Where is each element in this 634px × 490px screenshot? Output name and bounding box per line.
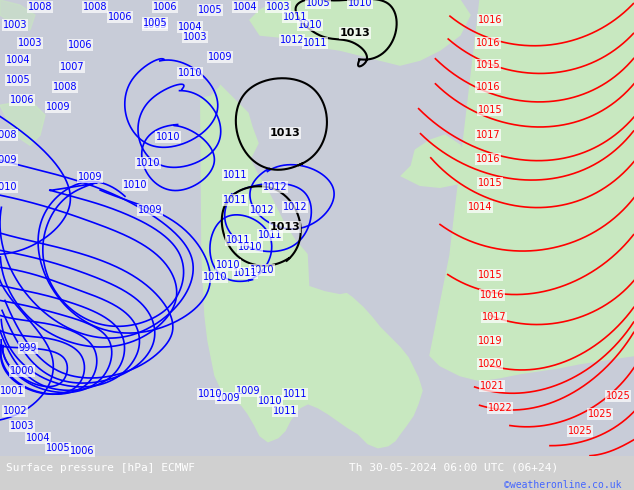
Text: 1011: 1011	[273, 406, 297, 416]
Text: 1000: 1000	[10, 366, 34, 375]
Text: 1008: 1008	[28, 2, 52, 12]
Text: 1010: 1010	[136, 158, 160, 168]
Text: 1016: 1016	[476, 154, 500, 164]
Text: 1025: 1025	[588, 409, 612, 418]
Text: 1025: 1025	[567, 426, 592, 436]
Text: 1010: 1010	[156, 132, 180, 142]
Text: 1011: 1011	[258, 230, 282, 241]
Text: 1002: 1002	[3, 406, 27, 416]
Text: ©weatheronline.co.uk: ©weatheronline.co.uk	[504, 480, 621, 490]
Text: 1010: 1010	[258, 395, 282, 406]
Text: 1003: 1003	[183, 32, 207, 42]
Text: 1011: 1011	[223, 170, 247, 180]
Text: 1009: 1009	[138, 205, 162, 215]
Text: 1012: 1012	[283, 202, 307, 212]
Text: 1017: 1017	[476, 130, 500, 140]
Text: 1009: 1009	[208, 52, 232, 62]
Polygon shape	[208, 95, 228, 140]
Text: 1016: 1016	[480, 291, 504, 300]
Text: 1010: 1010	[203, 272, 227, 282]
Text: 1025: 1025	[605, 391, 630, 401]
Text: 1014: 1014	[468, 202, 492, 212]
Text: 1005: 1005	[143, 18, 167, 28]
Text: 1015: 1015	[477, 270, 502, 280]
Text: 1020: 1020	[477, 359, 502, 368]
Text: 1017: 1017	[482, 313, 507, 322]
Text: 1005: 1005	[198, 5, 223, 15]
Text: 1016: 1016	[476, 82, 500, 92]
Text: 1004: 1004	[6, 55, 30, 65]
Text: 1011: 1011	[283, 389, 307, 398]
Text: 1008: 1008	[0, 130, 17, 140]
Polygon shape	[250, 0, 470, 65]
Text: 1021: 1021	[480, 381, 504, 391]
Text: 1011: 1011	[226, 235, 250, 245]
Text: 1009: 1009	[216, 392, 240, 403]
Text: 1011: 1011	[223, 196, 247, 205]
Polygon shape	[430, 0, 634, 381]
Text: 1004: 1004	[233, 2, 257, 12]
Text: 1011: 1011	[283, 12, 307, 22]
Text: 1008: 1008	[53, 82, 77, 92]
Text: 1006: 1006	[10, 95, 34, 105]
Text: 1022: 1022	[488, 403, 512, 413]
Text: 1011: 1011	[233, 269, 257, 278]
Text: 1015: 1015	[477, 178, 502, 188]
Text: 1012: 1012	[250, 205, 275, 215]
Text: 1010: 1010	[123, 180, 147, 190]
Text: 1003: 1003	[18, 38, 42, 48]
Text: 1004: 1004	[26, 433, 50, 442]
Text: 1013: 1013	[269, 128, 301, 138]
Text: 1003: 1003	[266, 2, 290, 12]
Text: 1005: 1005	[46, 442, 70, 453]
Text: 1010: 1010	[0, 182, 17, 192]
Text: 1006: 1006	[153, 2, 178, 12]
Text: 1010: 1010	[178, 68, 202, 78]
Text: 1009: 1009	[78, 172, 102, 182]
Text: 1009: 1009	[0, 155, 17, 165]
Text: 1013: 1013	[269, 222, 301, 232]
Text: 1010: 1010	[250, 266, 275, 275]
Text: 1019: 1019	[478, 336, 502, 345]
Text: 1006: 1006	[70, 446, 94, 456]
Text: 1003: 1003	[10, 420, 34, 431]
Polygon shape	[200, 0, 422, 448]
Text: 1016: 1016	[476, 38, 500, 48]
Text: 1007: 1007	[60, 62, 84, 72]
Text: 1016: 1016	[478, 15, 502, 25]
Polygon shape	[175, 0, 230, 97]
Text: Surface pressure [hPa] ECMWF: Surface pressure [hPa] ECMWF	[6, 463, 195, 473]
Text: 1012: 1012	[262, 182, 287, 192]
Text: 1012: 1012	[280, 35, 304, 45]
Text: 1009: 1009	[46, 102, 70, 112]
Text: 1010: 1010	[348, 0, 372, 8]
Text: 1008: 1008	[83, 2, 107, 12]
Text: 1004: 1004	[178, 22, 202, 32]
Text: 1003: 1003	[143, 20, 167, 30]
Text: 1006: 1006	[108, 12, 133, 22]
Text: 1001: 1001	[0, 386, 24, 395]
Text: 1015: 1015	[477, 105, 502, 115]
Text: 1005: 1005	[306, 0, 330, 8]
Polygon shape	[0, 0, 35, 30]
Polygon shape	[400, 135, 470, 187]
Text: 1011: 1011	[303, 38, 327, 48]
Text: 1005: 1005	[6, 75, 30, 85]
Polygon shape	[290, 65, 415, 190]
Text: 1013: 1013	[340, 28, 370, 38]
Text: 1009: 1009	[236, 386, 260, 395]
Text: 1010: 1010	[216, 260, 240, 270]
Polygon shape	[0, 100, 45, 145]
Polygon shape	[305, 193, 368, 294]
Text: 999: 999	[19, 343, 37, 352]
Text: Th 30-05-2024 06:00 UTC (06+24): Th 30-05-2024 06:00 UTC (06+24)	[349, 463, 558, 473]
Text: 1003: 1003	[3, 20, 27, 30]
Text: 1006: 1006	[68, 40, 93, 50]
Text: 1010: 1010	[198, 389, 223, 398]
Text: 1015: 1015	[476, 60, 500, 70]
Text: 1010: 1010	[298, 20, 322, 30]
Text: 1010: 1010	[238, 243, 262, 252]
